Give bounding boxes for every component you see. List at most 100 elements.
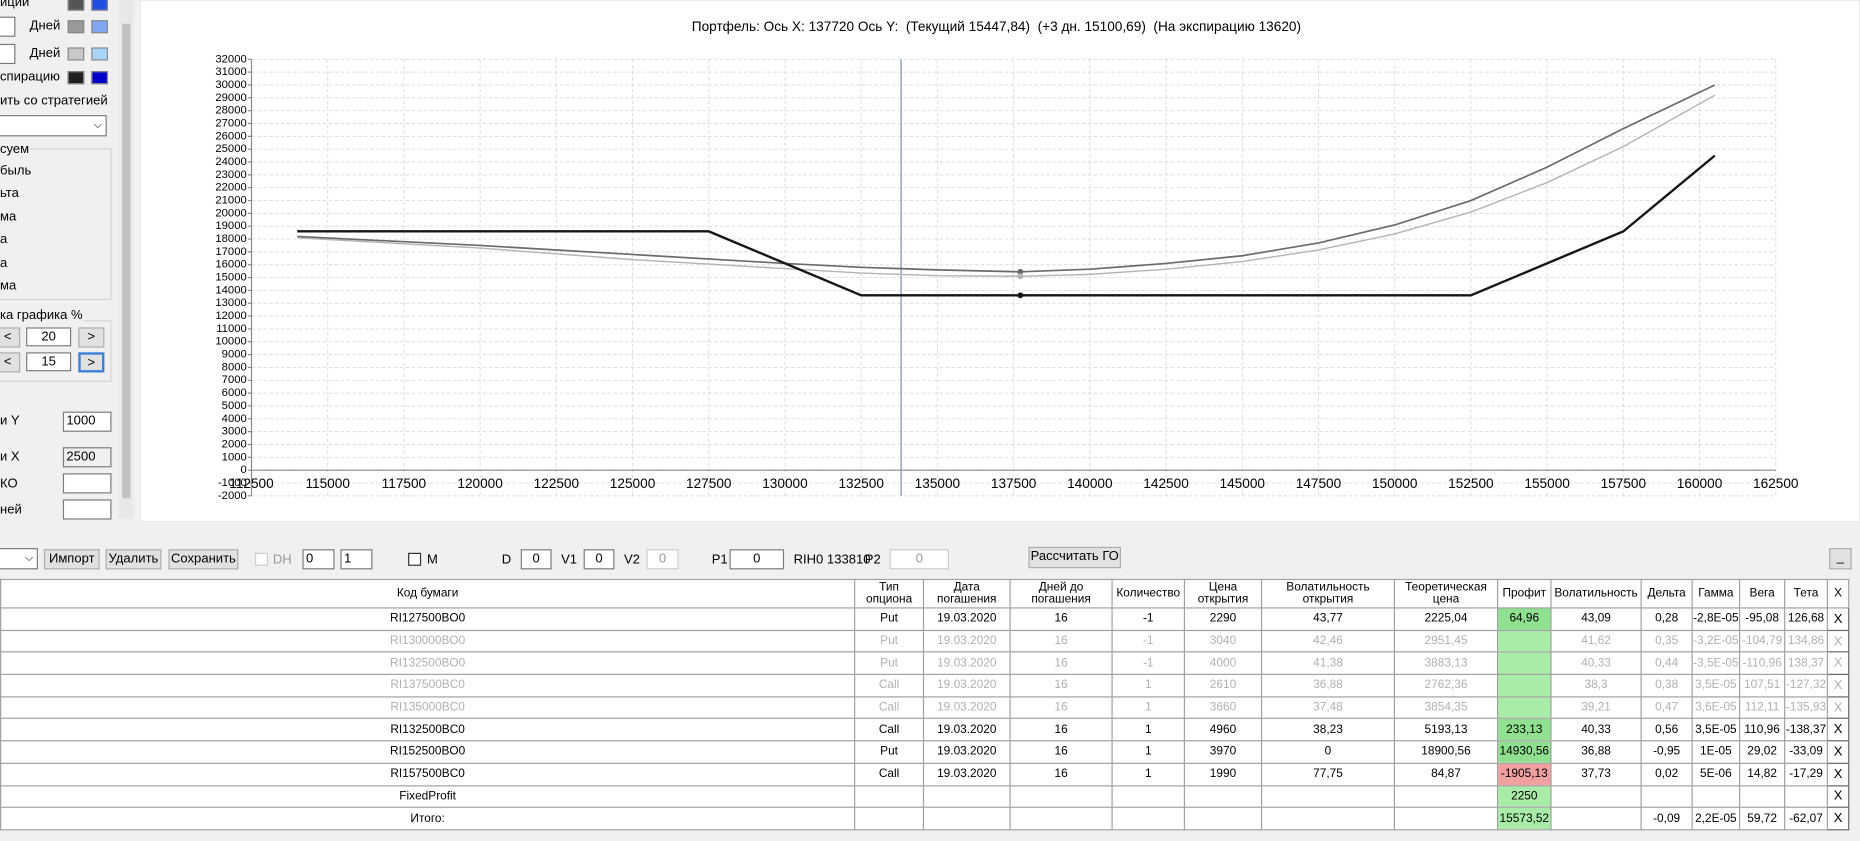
table-row[interactable]: FixedProfit 2250 X [0, 784, 1850, 809]
table-row[interactable]: RI137500BC0 Call 19.03.2020 16 1 2610 36,88 276… [0, 673, 1850, 698]
input[interactable]: 0 [520, 549, 552, 570]
table-cell [1393, 784, 1499, 809]
table-row[interactable]: RI132500BO0 Put 19.03.2020 16 -1 4000 41,38 388… [0, 651, 1850, 676]
table-cell: -127,32 [1784, 673, 1828, 698]
input[interactable]: 1000 [62, 411, 112, 432]
table-cell: 40,33 [1550, 651, 1642, 676]
table-row[interactable]: RI157500BC0 Call 19.03.2020 16 1 1990 77,75 84,… [0, 762, 1850, 786]
table-cell: 77,75 [1260, 762, 1395, 786]
y-tick-label: 15000 [215, 272, 246, 284]
dropdown[interactable]: ⌵ [0, 548, 38, 570]
color-swatch[interactable] [67, 71, 85, 85]
table-cell: 2762,36 [1393, 673, 1499, 698]
scale-input[interactable]: 20 [26, 327, 72, 347]
draw-item[interactable]: ма [0, 209, 17, 224]
y-tick-label: 4000 [222, 413, 247, 425]
checkbox[interactable] [255, 552, 269, 566]
remove-button[interactable]: X [1826, 784, 1850, 809]
table-row[interactable]: RI132500BC0 Call 19.03.2020 16 1 4960 38,23 519… [0, 718, 1850, 742]
remove-button[interactable]: X [1826, 629, 1850, 653]
table-cell: -138,37 [1784, 718, 1828, 742]
table-cell [854, 784, 925, 809]
table-cell: -135,93 [1784, 696, 1828, 720]
color-swatch[interactable] [67, 47, 85, 61]
color-swatch[interactable] [91, 20, 108, 34]
scale-input[interactable]: 15 [26, 352, 72, 372]
table-cell: 0,47 [1640, 696, 1693, 720]
table-row[interactable]: RI127500BO0 Put 19.03.2020 16 -1 2290 43,77 222… [0, 607, 1850, 631]
table-cell: Итого: [0, 806, 856, 831]
left-panel: иции Дней Дней спирацию ить со стратегие… [0, 0, 119, 522]
remove-button[interactable]: X [1826, 762, 1850, 786]
delete-button[interactable]: Удалить [105, 549, 162, 570]
input[interactable] [0, 16, 16, 37]
table-cell [1009, 784, 1113, 809]
x-tick-label: 157500 [1601, 476, 1647, 491]
remove-button[interactable]: X [1826, 718, 1850, 742]
draw-item[interactable]: быль [0, 163, 32, 178]
table-cell: -3,2E-05 [1691, 629, 1741, 653]
column-header: Теоретическая цена [1393, 578, 1499, 609]
dropdown[interactable]: ⌵ [0, 115, 107, 137]
table-row[interactable]: RI135000BC0 Call 19.03.2020 16 1 3660 37,48 385… [0, 696, 1850, 720]
table-cell: 110,96 [1738, 718, 1786, 742]
table-row[interactable]: Итого: 15573,52 -0,09 2,2E-05 59,72 -62,07 X [0, 806, 1850, 831]
prev-button[interactable]: < [0, 352, 21, 373]
y-tick-label: 30000 [215, 79, 246, 91]
checkbox[interactable] [408, 552, 422, 566]
label: Дней [29, 46, 61, 61]
remove-button[interactable]: X [1826, 806, 1850, 831]
table-row[interactable]: RI152500BO0 Put 19.03.2020 16 1 3970 0 18900,56… [0, 740, 1850, 764]
table-cell: 42,46 [1260, 629, 1395, 653]
table-cell: 39,21 [1550, 696, 1642, 720]
table-cell: 1 [1111, 762, 1186, 786]
color-swatch[interactable] [67, 20, 85, 34]
remove-button[interactable]: X [1826, 651, 1850, 676]
calc-button[interactable]: Рассчитать ГО [1028, 546, 1121, 569]
draw-item[interactable]: ьта [0, 186, 19, 201]
label: P1 [711, 552, 728, 568]
draw-item[interactable]: а [0, 255, 8, 270]
point-marker [1017, 292, 1024, 299]
table-cell [1111, 784, 1186, 809]
color-swatch[interactable] [91, 0, 108, 11]
remove-button[interactable]: X [1826, 673, 1850, 698]
scrollbar-thumb[interactable] [122, 23, 131, 499]
y-tick-label: 1000 [222, 451, 247, 463]
table-cell: Call [854, 696, 925, 720]
draw-item[interactable]: ма [0, 278, 17, 293]
minimize-button[interactable]: _ [1829, 548, 1852, 570]
input[interactable] [62, 473, 112, 494]
table-cell: -110,96 [1738, 651, 1786, 676]
table-cell: 3,5E-05 [1691, 718, 1741, 742]
color-swatch[interactable] [91, 47, 108, 61]
table-row[interactable]: RI130000BO0 Put 19.03.2020 16 -1 3040 42,46 295… [0, 629, 1850, 653]
scrollbar[interactable] [118, 0, 133, 519]
prev-button[interactable]: < [0, 327, 21, 348]
x-tick-label: 117500 [382, 476, 427, 491]
save-button[interactable]: Сохранить [168, 549, 239, 570]
y-tick-label: 21000 [215, 195, 246, 207]
input[interactable] [62, 499, 112, 520]
input[interactable]: 0 [583, 549, 615, 570]
color-swatch[interactable] [91, 71, 108, 85]
input[interactable]: 0 [729, 549, 785, 570]
remove-button[interactable]: X [1826, 740, 1850, 764]
draw-item[interactable]: а [0, 232, 8, 247]
import-button[interactable]: Импорт [43, 549, 100, 570]
spin-input[interactable]: 1 [340, 549, 373, 570]
remove-button[interactable]: X [1826, 696, 1850, 720]
table-cell [1111, 806, 1186, 831]
spin-input[interactable]: 0 [302, 549, 335, 570]
y-tick-label: 2000 [222, 438, 247, 450]
table-cell: 2225,04 [1393, 607, 1499, 631]
next-button[interactable]: > [78, 327, 105, 348]
y-tick-label: 11000 [216, 323, 246, 335]
remove-button[interactable]: X [1826, 607, 1850, 631]
table-cell: 1 [1111, 718, 1186, 742]
table-cell: 3,6E-05 [1691, 696, 1741, 720]
x-tick-label: 155000 [1524, 476, 1570, 491]
input[interactable] [0, 43, 16, 65]
color-swatch[interactable] [67, 0, 85, 11]
next-button[interactable]: > [78, 352, 105, 373]
